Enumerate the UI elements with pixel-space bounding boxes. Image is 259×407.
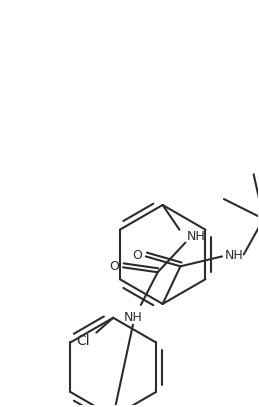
Text: NH: NH <box>124 311 142 324</box>
Text: O: O <box>132 249 142 262</box>
Text: NH: NH <box>225 249 243 262</box>
Text: NH: NH <box>187 230 206 243</box>
Text: Cl: Cl <box>77 333 90 348</box>
Text: O: O <box>109 260 119 273</box>
